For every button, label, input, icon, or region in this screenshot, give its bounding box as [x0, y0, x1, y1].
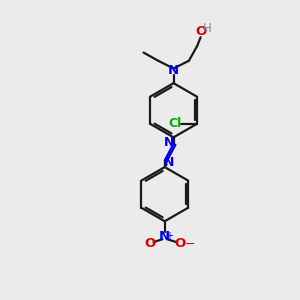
Text: +: +	[165, 231, 173, 241]
Text: Cl: Cl	[168, 117, 182, 130]
Text: O: O	[174, 237, 186, 250]
Text: O: O	[144, 237, 156, 250]
Text: N: N	[168, 64, 179, 77]
Text: N: N	[159, 230, 170, 243]
Text: N: N	[164, 156, 175, 169]
Text: N: N	[164, 136, 174, 149]
Text: O: O	[195, 26, 207, 38]
Text: −: −	[184, 237, 195, 250]
Text: H: H	[203, 22, 212, 35]
